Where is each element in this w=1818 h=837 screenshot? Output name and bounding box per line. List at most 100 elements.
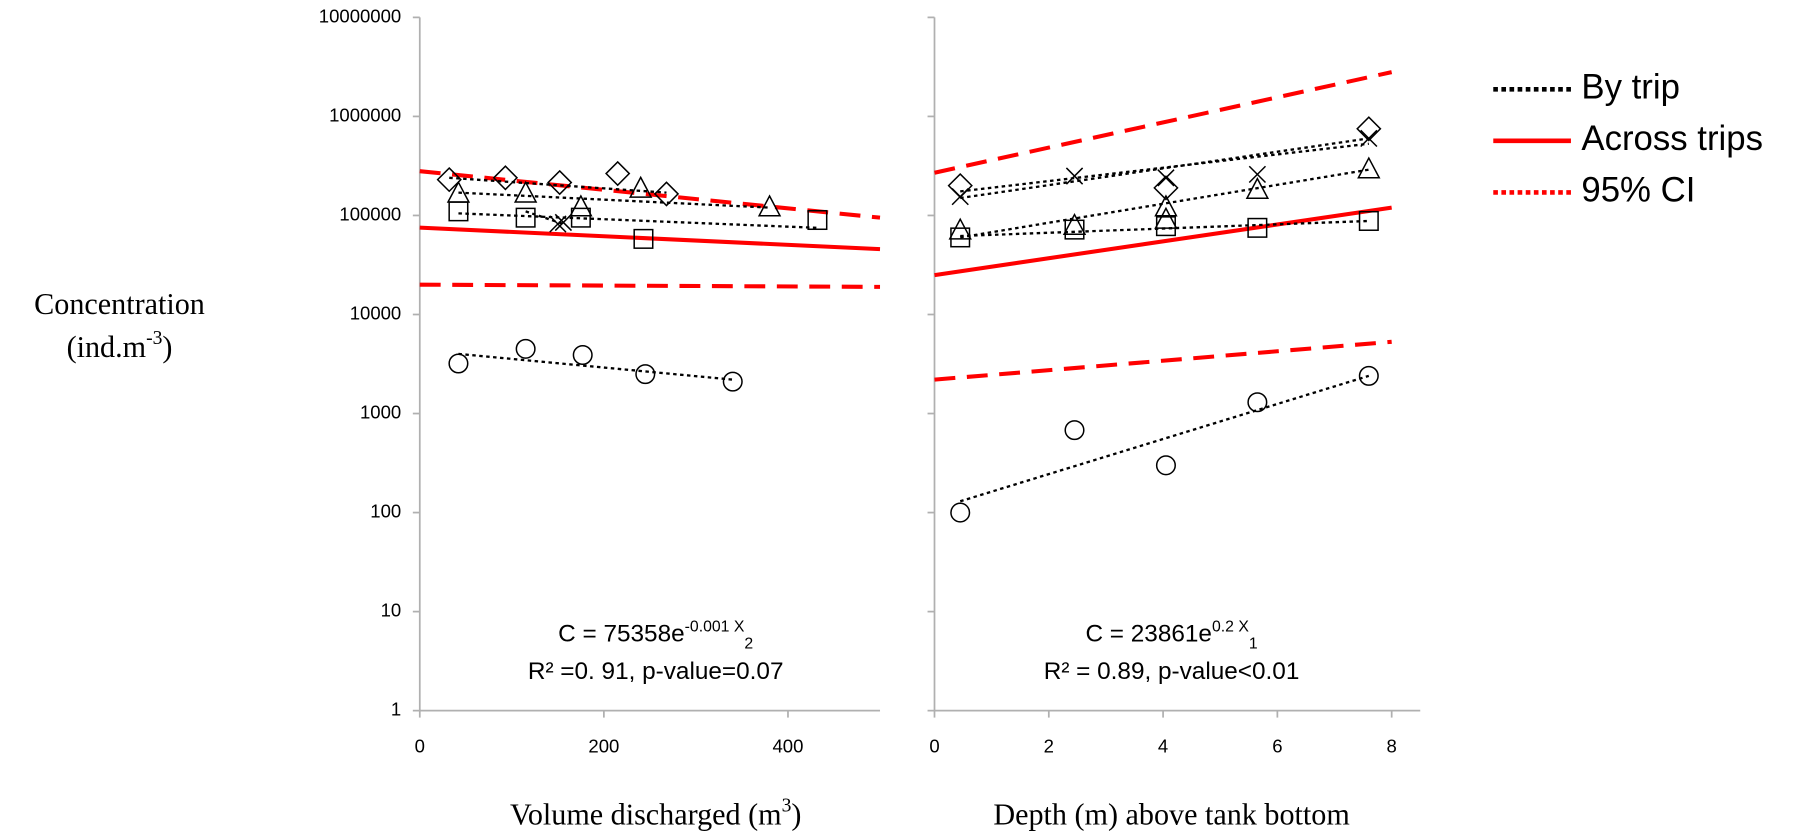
- marker: [951, 187, 969, 206]
- marker: [569, 194, 593, 217]
- marker: [1360, 129, 1378, 148]
- marker: [1356, 116, 1382, 142]
- x-tick-label: 2: [1044, 736, 1054, 757]
- fit-line: [934, 205, 1392, 278]
- x-axis-title: Depth (m) above tank bottom: [993, 797, 1349, 831]
- marker: [570, 207, 591, 228]
- marker: [1155, 455, 1176, 476]
- marker: [1248, 165, 1267, 184]
- marker: [633, 228, 654, 249]
- equation-part: 0.2 X: [1212, 618, 1249, 635]
- marker: [1247, 217, 1268, 238]
- marker: [629, 175, 653, 198]
- marker: [513, 180, 538, 203]
- y-axis-title-part: (ind.m: [67, 330, 147, 364]
- y-tick-label: 100000: [339, 203, 401, 224]
- marker: [1154, 206, 1178, 229]
- marker: [1064, 420, 1085, 441]
- y-tick-label: 1000: [360, 401, 401, 422]
- marker: [1062, 212, 1087, 236]
- marker: [1155, 216, 1176, 237]
- marker: [757, 194, 782, 217]
- fit-line: [419, 225, 881, 252]
- marker: [1154, 194, 1178, 217]
- x-axis-title-part: Depth (m) above tank bottom: [993, 797, 1349, 831]
- marker: [950, 502, 971, 523]
- marker: [950, 227, 971, 248]
- marker: [492, 165, 519, 191]
- trend-line: [959, 374, 1370, 503]
- marker: [948, 217, 972, 240]
- y-tick-label: 10: [381, 599, 402, 620]
- marker: [947, 172, 973, 199]
- ci-lower: [934, 339, 1392, 382]
- equation-part: 2: [744, 635, 753, 652]
- legend-label: 95% CI: [1581, 172, 1695, 210]
- trend-line: [960, 137, 1369, 200]
- x-tick-label: 6: [1272, 736, 1282, 757]
- ci-lower: [419, 282, 881, 289]
- equation: C = 75358e-0.001 X2: [558, 618, 753, 652]
- x-tick-label: 0: [415, 736, 425, 757]
- x-tick-label: 0: [929, 736, 939, 757]
- equation-part: 1: [1249, 635, 1258, 652]
- marker: [515, 207, 536, 228]
- x-axis-title-part: ): [791, 797, 801, 831]
- x-tick-label: 400: [773, 736, 804, 757]
- marker: [1245, 176, 1270, 200]
- ci-upper: [934, 70, 1393, 175]
- equation-part: -0.001 X: [685, 618, 745, 635]
- equation: C = 23861e0.2 X1: [1085, 618, 1257, 652]
- trend-line: [458, 191, 770, 209]
- marker: [1064, 219, 1085, 240]
- marker: [554, 213, 573, 232]
- y-tick-label: 10000: [350, 302, 402, 323]
- x-axis-title-part: Volume discharged (m: [510, 797, 782, 831]
- marker: [1157, 169, 1175, 187]
- trend-line: [458, 352, 733, 381]
- equation-part: C = 23861e: [1085, 621, 1211, 648]
- marker: [807, 209, 828, 231]
- equation-stats: R² = 0.89, p-value<0.01: [1044, 658, 1300, 685]
- marker: [722, 371, 743, 392]
- marker: [572, 344, 593, 366]
- trend-line: [458, 212, 818, 229]
- marker: [1247, 392, 1268, 413]
- y-tick-label: 1: [391, 699, 401, 720]
- y-axis-title-part: ): [162, 330, 172, 364]
- marker: [448, 353, 469, 374]
- y-axis-title: Concentration: [34, 287, 205, 321]
- marker: [1358, 210, 1379, 231]
- marker: [653, 181, 680, 207]
- marker: [605, 160, 631, 187]
- y-axis-title-part: -3: [146, 328, 163, 349]
- legend-label: By trip: [1581, 68, 1680, 106]
- marker: [635, 364, 656, 385]
- equation-part: C = 75358e: [558, 621, 684, 648]
- trend-line: [960, 142, 1369, 193]
- trend-line: [449, 176, 667, 194]
- equation-stats: R² =0. 91, p-value=0.07: [528, 658, 784, 685]
- x-tick-label: 200: [588, 736, 619, 757]
- marker: [515, 338, 536, 359]
- y-tick-label: 100: [370, 500, 401, 521]
- marker: [1358, 365, 1379, 386]
- y-tick-label: 10000000: [319, 5, 401, 26]
- marker: [448, 201, 469, 222]
- marker: [1357, 156, 1381, 179]
- marker: [436, 166, 462, 193]
- x-tick-label: 4: [1158, 736, 1168, 757]
- marker: [549, 215, 567, 233]
- x-axis-title-part: 3: [782, 795, 792, 816]
- y-axis-title: (ind.m-3): [67, 328, 173, 364]
- x-axis-title: Volume discharged (m3): [510, 795, 801, 831]
- marker: [1065, 167, 1084, 185]
- trend-line: [960, 219, 1369, 238]
- x-tick-label: 8: [1387, 736, 1397, 757]
- marker: [547, 169, 573, 196]
- legend-label: Across trips: [1581, 120, 1763, 158]
- marker: [1153, 175, 1179, 201]
- y-tick-label: 1000000: [329, 104, 401, 125]
